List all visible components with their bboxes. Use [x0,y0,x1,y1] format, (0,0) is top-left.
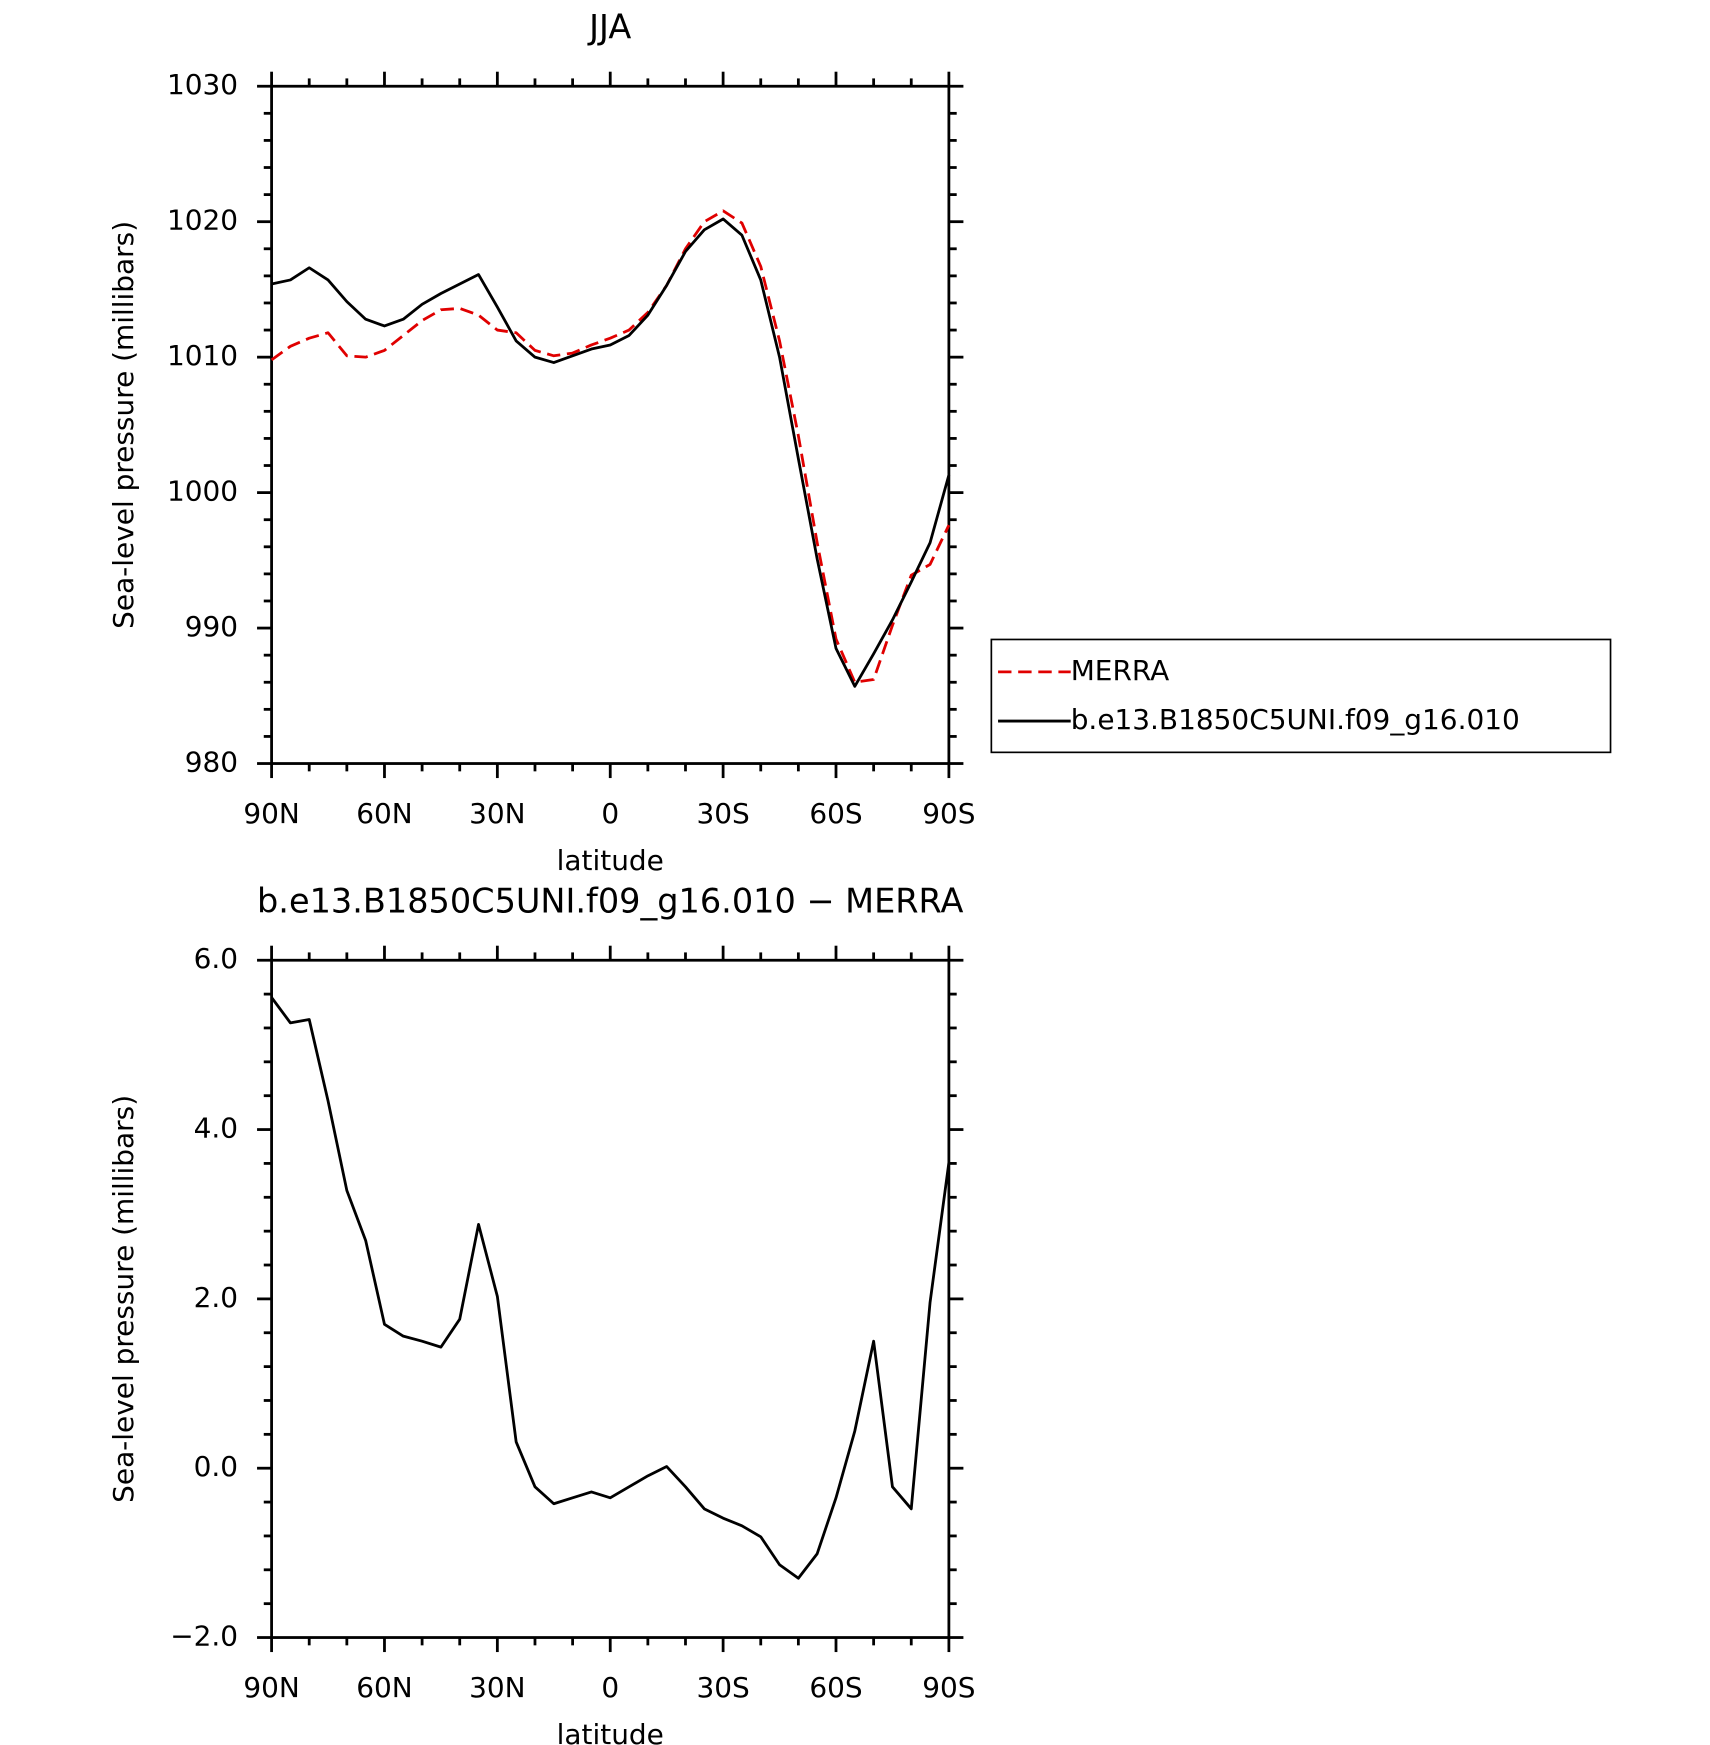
y-tick-label: 1020 [167,204,238,237]
x-tick-label: 60S [809,797,862,830]
chart-title: JJA [587,8,631,47]
y-tick-label: 990 [185,610,238,643]
x-axis-label: latitude [557,1718,664,1745]
x-tick-label: 90N [243,1671,299,1704]
x-tick-label: 0 [601,797,619,830]
y-tick-label: 1010 [167,339,238,372]
x-tick-label: 60N [356,797,412,830]
x-tick-label: 60S [809,1671,862,1704]
legend-label: MERRA [1071,654,1170,687]
legend-box [990,638,1612,754]
plot-frame [270,958,951,1639]
y-tick-label: −2.0 [170,1620,238,1653]
chart-title: b.e13.B1850C5UNI.f09_g16.010 − MERRA [257,882,963,921]
x-tick-label: 30N [469,1671,525,1704]
y-tick-label: 1000 [167,475,238,508]
y-axis-label: Sea-level pressure (millibars) [107,1095,140,1503]
x-tick-label: 30S [696,1671,749,1704]
legend-label: b.e13.B1850C5UNI.f09_g16.010 [1071,703,1520,736]
x-tick-label: 90S [922,1671,975,1704]
y-tick-label: 6.0 [194,942,238,975]
data-line [270,209,951,684]
y-tick-label: 1030 [167,68,238,101]
data-line [270,996,951,1580]
x-axis-label: latitude [557,844,664,877]
y-tick-label: 0.0 [194,1450,238,1483]
x-tick-label: 90S [922,797,975,830]
x-tick-label: 60N [356,1671,412,1704]
y-tick-label: 4.0 [194,1112,238,1145]
y-tick-label: 2.0 [194,1281,238,1314]
data-line [271,217,951,688]
x-tick-label: 90N [243,797,299,830]
x-tick-label: 0 [601,1671,619,1704]
x-tick-label: 30N [469,797,525,830]
x-tick-label: 30S [696,797,749,830]
y-axis-label: Sea-level pressure (millibars) [107,221,140,629]
y-tick-label: 980 [185,746,238,779]
